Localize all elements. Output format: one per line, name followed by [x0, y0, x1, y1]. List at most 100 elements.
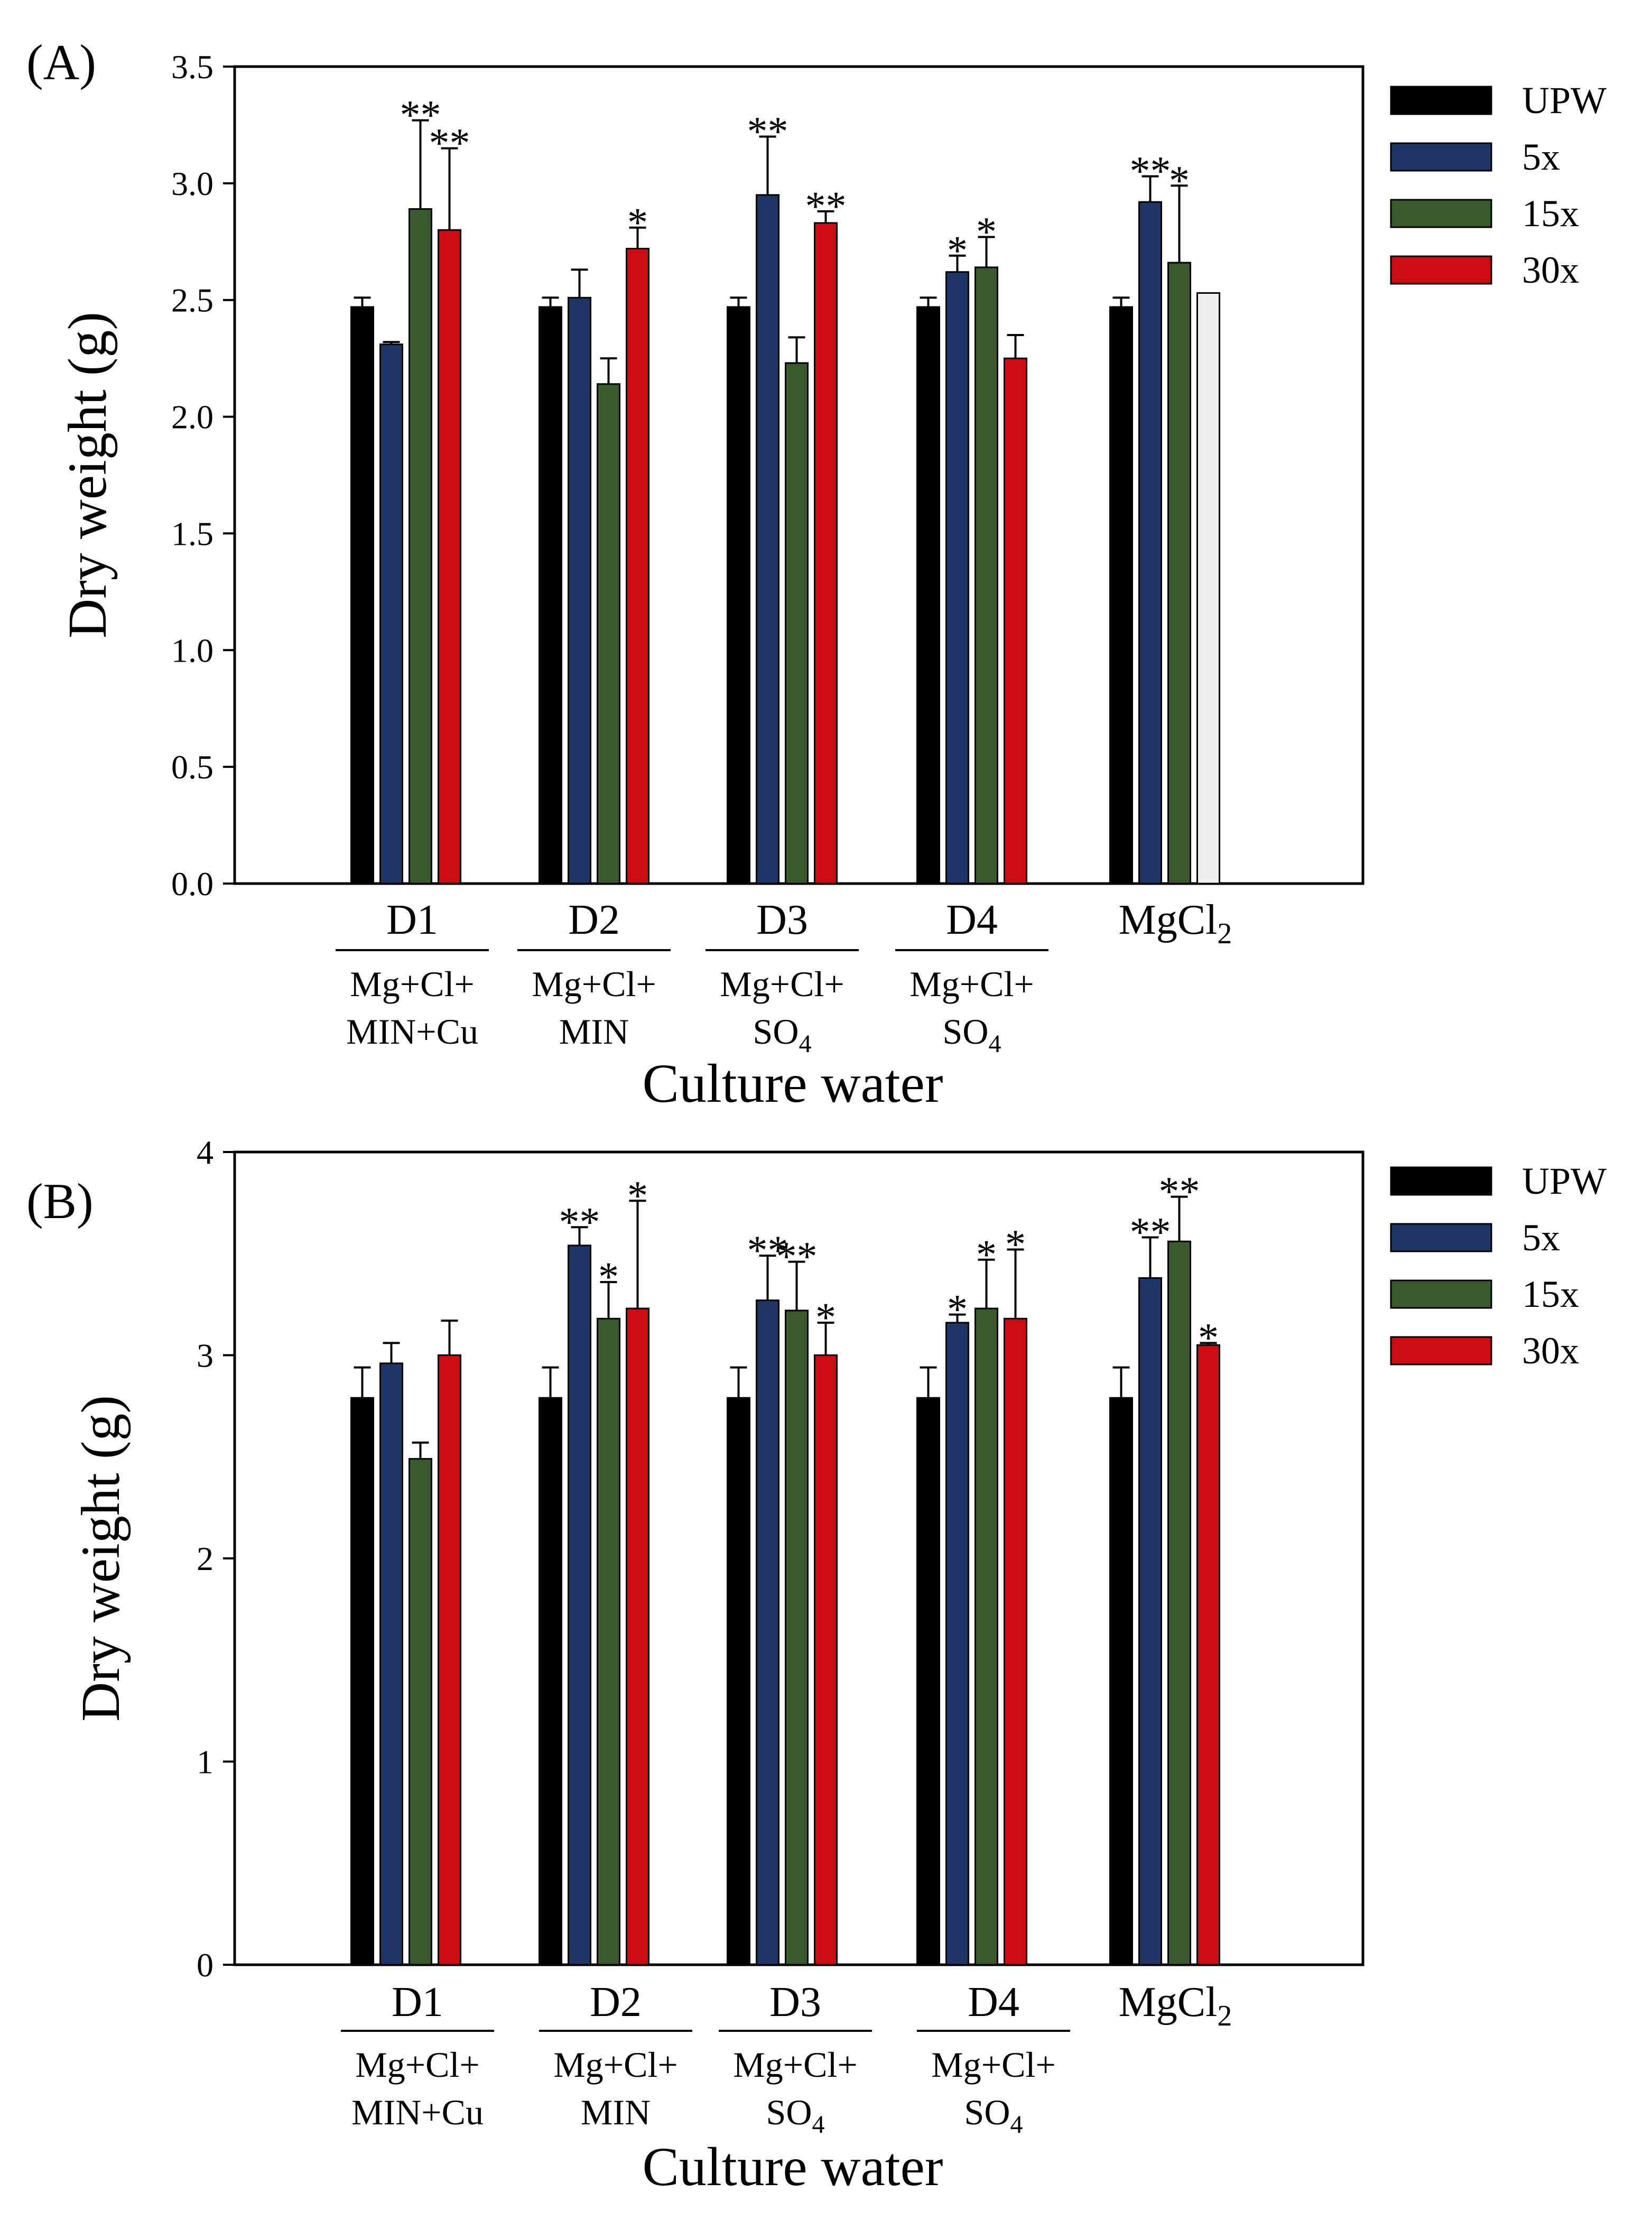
bar: [597, 1317, 620, 1966]
bar: [975, 1307, 998, 1966]
panel-label: (B): [26, 1173, 94, 1229]
bar: [438, 1354, 461, 1966]
group-sub-line1: Mg+Cl+: [532, 964, 656, 1004]
group-sub-line2: MIN+Cu: [346, 1011, 478, 1052]
group-name-text: D1: [392, 1979, 443, 2026]
legend-swatch: [1390, 142, 1492, 172]
group-name-text: D3: [769, 1979, 821, 2026]
group-sub-subscript: 4: [812, 2111, 824, 2139]
significance-label: **: [805, 183, 847, 229]
significance-label: **: [1159, 1168, 1200, 1214]
group-sub-line2: SO4: [943, 1011, 1001, 1058]
bar: [1109, 306, 1133, 885]
group-sub-line2: SO4: [964, 2092, 1023, 2139]
group-sub-line1: Mg+Cl+: [909, 964, 1034, 1004]
group-sub-text: MIN: [559, 1011, 629, 1052]
group-sub-line2: MIN: [581, 2092, 651, 2132]
group-sub-line2: MIN+Cu: [351, 2092, 484, 2132]
significance-label: *: [598, 1253, 619, 1299]
group-sub-line1: Mg+Cl+: [733, 2045, 857, 2085]
bar: [350, 306, 374, 885]
bar: [379, 1362, 403, 1966]
legend-swatch: [1390, 1336, 1492, 1366]
group-sub-text: MIN: [581, 2092, 651, 2132]
legend-swatch: [1390, 199, 1492, 228]
significance-label: **: [747, 1227, 788, 1273]
bar: [568, 1244, 591, 1966]
y-tick-label: 3.5: [171, 48, 214, 86]
legend-label: 15x: [1522, 192, 1579, 235]
legend-label: 30x: [1522, 1330, 1579, 1372]
group-name: D2: [568, 897, 620, 943]
bar: [1109, 1397, 1133, 1966]
bar: [916, 1397, 940, 1966]
significance-label: *: [627, 199, 648, 245]
y-tick-label: 1.5: [171, 515, 214, 552]
significance-label: *: [627, 1172, 648, 1218]
bar: [1196, 292, 1220, 885]
bar: [626, 248, 649, 885]
significance-label: **: [1130, 148, 1171, 194]
significance-label: **: [559, 1199, 600, 1244]
y-axis-label: Dry weight (g): [57, 312, 118, 638]
bar: [945, 1322, 969, 1966]
bar: [814, 1354, 838, 1966]
y-tick-label: 2.5: [171, 282, 214, 319]
significance-label: **: [747, 108, 788, 154]
significance-label: *: [947, 1286, 968, 1332]
bar: [1004, 357, 1027, 885]
panel-label: (A): [26, 34, 96, 90]
group-name: D4: [968, 1979, 1019, 2026]
bar: [379, 343, 403, 885]
group-sub-line1: Mg+Cl+: [553, 2045, 677, 2085]
group-sub-line1: Mg+Cl+: [931, 2045, 1055, 2085]
group-sub-line2: SO4: [753, 1011, 812, 1058]
group-sub-line1: Mg+Cl+: [350, 964, 474, 1004]
group-name-text: D2: [568, 897, 620, 943]
bar: [945, 271, 969, 885]
legend-swatch: [1390, 1279, 1492, 1309]
bar: [916, 306, 940, 885]
bar: [539, 306, 562, 885]
bar: [756, 1299, 779, 1966]
group-name: D1: [386, 897, 438, 943]
group-sub-text: MIN+Cu: [346, 1011, 478, 1052]
group-name-text: D3: [756, 897, 808, 943]
y-tick-label: 3: [197, 1337, 214, 1374]
group-sub-text: SO: [964, 2092, 1010, 2132]
bar: [1138, 1277, 1162, 1966]
y-tick-label: 2.0: [171, 398, 214, 436]
significance-label: *: [976, 1231, 997, 1277]
significance-label: *: [1169, 157, 1190, 203]
bar: [409, 208, 432, 885]
group-sub-subscript: 4: [1010, 2111, 1023, 2139]
y-axis-label: Dry weight (g): [70, 1395, 131, 1722]
bar: [814, 222, 838, 885]
bar: [727, 306, 750, 885]
significance-label: *: [815, 1294, 836, 1340]
legend-label: UPW: [1522, 1160, 1607, 1202]
bar: [409, 1458, 432, 1966]
group-sub-subscript: 4: [988, 1030, 1001, 1058]
x-axis-label: Culture water: [643, 2137, 943, 2197]
significance-label: **: [776, 1233, 818, 1279]
group-name: D3: [769, 1979, 821, 2026]
bar: [1138, 201, 1162, 885]
group-name-text: D4: [946, 897, 998, 943]
significance-label: *: [947, 227, 968, 273]
significance-label: **: [429, 120, 470, 166]
bar: [756, 194, 779, 885]
bar: [1004, 1317, 1027, 1966]
bar: [1196, 1344, 1220, 1966]
bar: [785, 1309, 809, 1966]
group-sub-text: SO: [766, 2092, 812, 2132]
group-sub-subscript: 4: [799, 1030, 811, 1058]
legend-swatch: [1390, 86, 1492, 115]
bar: [539, 1397, 562, 1966]
bar: [626, 1307, 649, 1966]
group-name: MgCl2: [1119, 897, 1232, 950]
group-name: D2: [590, 1979, 642, 2026]
bar: [975, 266, 998, 885]
